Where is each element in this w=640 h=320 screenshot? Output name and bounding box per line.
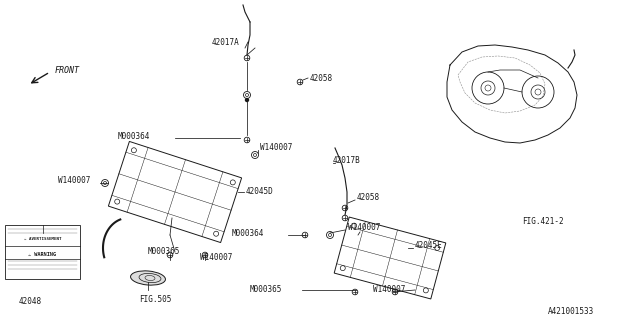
Text: 42058: 42058 (357, 194, 380, 203)
Text: 42048: 42048 (19, 298, 42, 307)
Text: 42045E: 42045E (415, 241, 443, 250)
Text: ⚠ WARNING: ⚠ WARNING (28, 252, 56, 257)
Text: ⚠ AVERTISSEMENT: ⚠ AVERTISSEMENT (24, 237, 61, 241)
Text: W140007: W140007 (58, 175, 90, 185)
Ellipse shape (131, 271, 166, 285)
Text: M000365: M000365 (148, 247, 180, 257)
Text: W140007: W140007 (348, 223, 380, 233)
Text: M000364: M000364 (232, 228, 264, 237)
Text: 42017A: 42017A (212, 37, 240, 46)
Text: M000364: M000364 (118, 132, 150, 140)
Bar (5, 225, 80, 279)
Text: W140007: W140007 (200, 253, 232, 262)
Text: 42045D: 42045D (246, 188, 274, 196)
Text: FRONT: FRONT (55, 66, 80, 75)
Text: W140007: W140007 (260, 142, 292, 151)
Text: FIG.505: FIG.505 (139, 295, 171, 305)
Text: 42058: 42058 (310, 74, 333, 83)
Text: FIG.421-2: FIG.421-2 (522, 218, 564, 227)
Text: A421001533: A421001533 (548, 308, 595, 316)
Text: M000365: M000365 (250, 285, 282, 294)
Circle shape (246, 99, 248, 101)
Text: 42017B: 42017B (333, 156, 361, 164)
Text: W140007: W140007 (373, 285, 405, 294)
